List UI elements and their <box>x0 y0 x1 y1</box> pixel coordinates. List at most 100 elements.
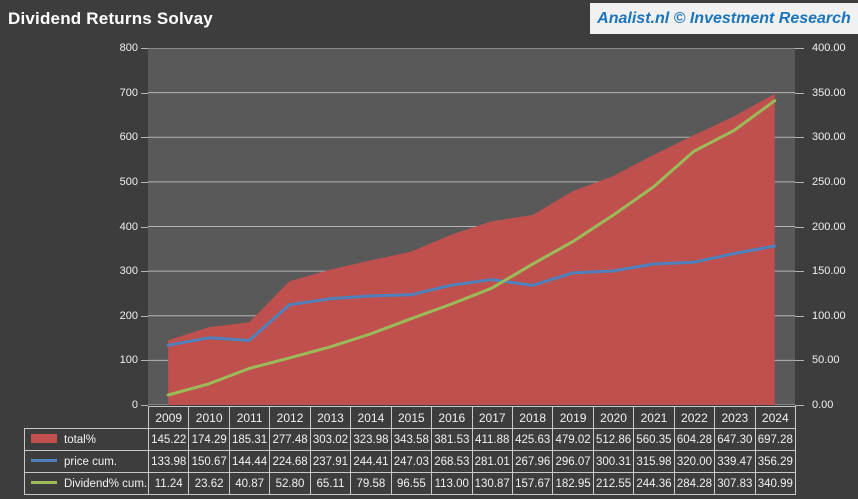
dividend-cum-value-2022: 284.28 <box>673 472 716 495</box>
left-axis-tick <box>141 137 148 139</box>
total-value-2018: 425.63 <box>511 428 554 451</box>
price-cum-value-2015: 247.03 <box>390 450 433 473</box>
right-axis-tick-label: 0.00 <box>812 399 834 411</box>
year-cell-2023: 2023 <box>714 406 756 429</box>
right-axis-tick-label: 300.00 <box>812 131 846 144</box>
price-cum-line-series <box>166 244 777 347</box>
dividend-cum-value-2011: 40.87 <box>228 472 271 495</box>
left-axis-tick-label: 600 <box>119 131 138 144</box>
left-axis-tick-label: 100 <box>119 354 138 367</box>
left-axis-tick <box>141 48 148 49</box>
left-axis-tick-label: 500 <box>119 175 138 188</box>
right-axis-tick <box>795 405 804 406</box>
price-cum-value-2009: 133.98 <box>147 450 190 473</box>
dividend-cum-value-2019: 182.95 <box>552 472 594 495</box>
dividend-cum-value-2023: 307.83 <box>714 472 756 495</box>
price-cum-legend-label: price cum. <box>64 455 118 468</box>
year-cell-2020: 2020 <box>592 406 635 429</box>
left-axis-tick <box>141 92 148 94</box>
right-axis-tick <box>795 92 804 94</box>
year-cell-2012: 2012 <box>269 406 311 429</box>
dividend-cum-value-2017: 130.87 <box>471 472 513 495</box>
year-header-row: 2009 2010 2011 2012 2013 2014 2015 2016 2017 2018… <box>25 406 797 429</box>
data-table: 2009 2010 2011 2012 2013 2014 2015 2016 2017 2018… <box>24 406 797 495</box>
right-axis-tick-label: 350.00 <box>812 86 846 99</box>
total-legend-label: total% <box>64 433 96 446</box>
plot-area <box>148 48 795 405</box>
dividend-cum-value-2018: 157.67 <box>511 472 554 495</box>
dividend-cum-value-2010: 23.62 <box>188 472 230 495</box>
year-cell-2017: 2017 <box>471 406 513 429</box>
price-cum-value-2023: 339.47 <box>714 450 756 473</box>
total-area-series <box>168 93 775 405</box>
chart-canvas <box>148 48 795 405</box>
dividend-cum-value-2009: 11.24 <box>147 472 190 495</box>
price-cum-value-2013: 237.91 <box>309 450 352 473</box>
left-axis-tick-label: 700 <box>119 86 138 99</box>
total-value-2009: 145.22 <box>147 428 190 451</box>
left-axis-tick <box>141 315 148 317</box>
left-axis-tick-label: 300 <box>119 265 138 278</box>
page-title: Dividend Returns Solvay <box>8 9 213 28</box>
right-axis-tick-label: 200.00 <box>812 220 846 233</box>
left-axis-tick-label: 800 <box>119 42 138 54</box>
right-axis-tick-label: 150.00 <box>812 265 846 278</box>
left-axis-tick-label: 200 <box>119 309 138 322</box>
price-cum-value-2010: 150.67 <box>188 450 230 473</box>
year-cell-2021: 2021 <box>633 406 675 429</box>
year-cell-2015: 2015 <box>390 406 433 429</box>
price-cum-value-2017: 281.01 <box>471 450 513 473</box>
dividend-cum-value-2015: 96.55 <box>390 472 433 495</box>
price-cum-value-2019: 296.07 <box>552 450 594 473</box>
price-cum-value-2022: 320.00 <box>673 450 716 473</box>
dividend-cum-value-2014: 79.58 <box>350 472 392 495</box>
year-cell-2024: 2024 <box>754 406 797 429</box>
left-axis-tick <box>141 271 148 273</box>
table-corner-cell <box>25 407 149 429</box>
total-value-2019: 479.02 <box>552 428 594 451</box>
dividend-cum-line-series <box>166 99 777 397</box>
total-row: total% 145.22 174.29 185.31 277.48 303.02 323.… <box>24 428 797 451</box>
right-axis-tick-label: 400.00 <box>812 42 846 54</box>
dividend-cum-value-2021: 244.36 <box>633 472 675 495</box>
year-cell-2011: 2011 <box>228 406 271 429</box>
brand-logo-text: Analist.nl © Investment Research <box>597 9 851 27</box>
price-cum-value-2016: 268.53 <box>431 450 473 473</box>
dividend-cum-value-2020: 212.55 <box>592 472 635 495</box>
legend-cell-total: total% <box>24 428 149 451</box>
total-value-2010: 174.29 <box>188 428 230 451</box>
dividend-cum-value-2016: 113.00 <box>431 472 473 495</box>
left-axis-tick-label: 400 <box>119 220 138 233</box>
total-value-2012: 277.48 <box>269 428 311 451</box>
year-cell-2018: 2018 <box>511 406 554 429</box>
legend-cell-price-cum: price cum. <box>24 450 149 473</box>
total-value-2017: 411.88 <box>471 428 513 451</box>
dividend-cum-value-2013: 65.11 <box>309 472 352 495</box>
year-cell-2009: 2009 <box>147 406 190 429</box>
total-value-2020: 512.86 <box>592 428 635 451</box>
left-axis-tick <box>141 405 148 406</box>
price-cum-row: price cum. 133.98 150.67 144.44 224.68 237.91… <box>24 450 797 473</box>
dividend-cum-row: Dividend% cum. 11.24 23.62 40.87 52.80 65.11 7… <box>24 472 797 495</box>
price-cum-value-2018: 267.96 <box>511 450 554 473</box>
left-axis-tick <box>141 360 148 362</box>
year-cell-2014: 2014 <box>350 406 392 429</box>
dividend-cum-value-2024: 340.99 <box>754 472 797 495</box>
right-axis-tick-label: 100.00 <box>812 309 846 322</box>
year-cell-2019: 2019 <box>552 406 594 429</box>
total-value-2023: 647.30 <box>714 428 756 451</box>
right-axis-tick <box>795 315 804 317</box>
price-cum-legend-swatch <box>31 458 57 462</box>
dividend-cum-legend-swatch <box>31 480 57 484</box>
total-value-2011: 185.31 <box>228 428 271 451</box>
legend-cell-dividend-cum: Dividend% cum. <box>24 472 149 495</box>
total-value-2014: 323.98 <box>350 428 392 451</box>
right-axis-tick-label: 50.00 <box>812 354 840 367</box>
price-cum-value-2014: 244.41 <box>350 450 392 473</box>
price-cum-value-2020: 300.31 <box>592 450 635 473</box>
total-value-2024: 697.28 <box>754 428 797 451</box>
year-cell-2022: 2022 <box>673 406 716 429</box>
year-cell-2016: 2016 <box>431 406 473 429</box>
total-value-2022: 604.28 <box>673 428 716 451</box>
